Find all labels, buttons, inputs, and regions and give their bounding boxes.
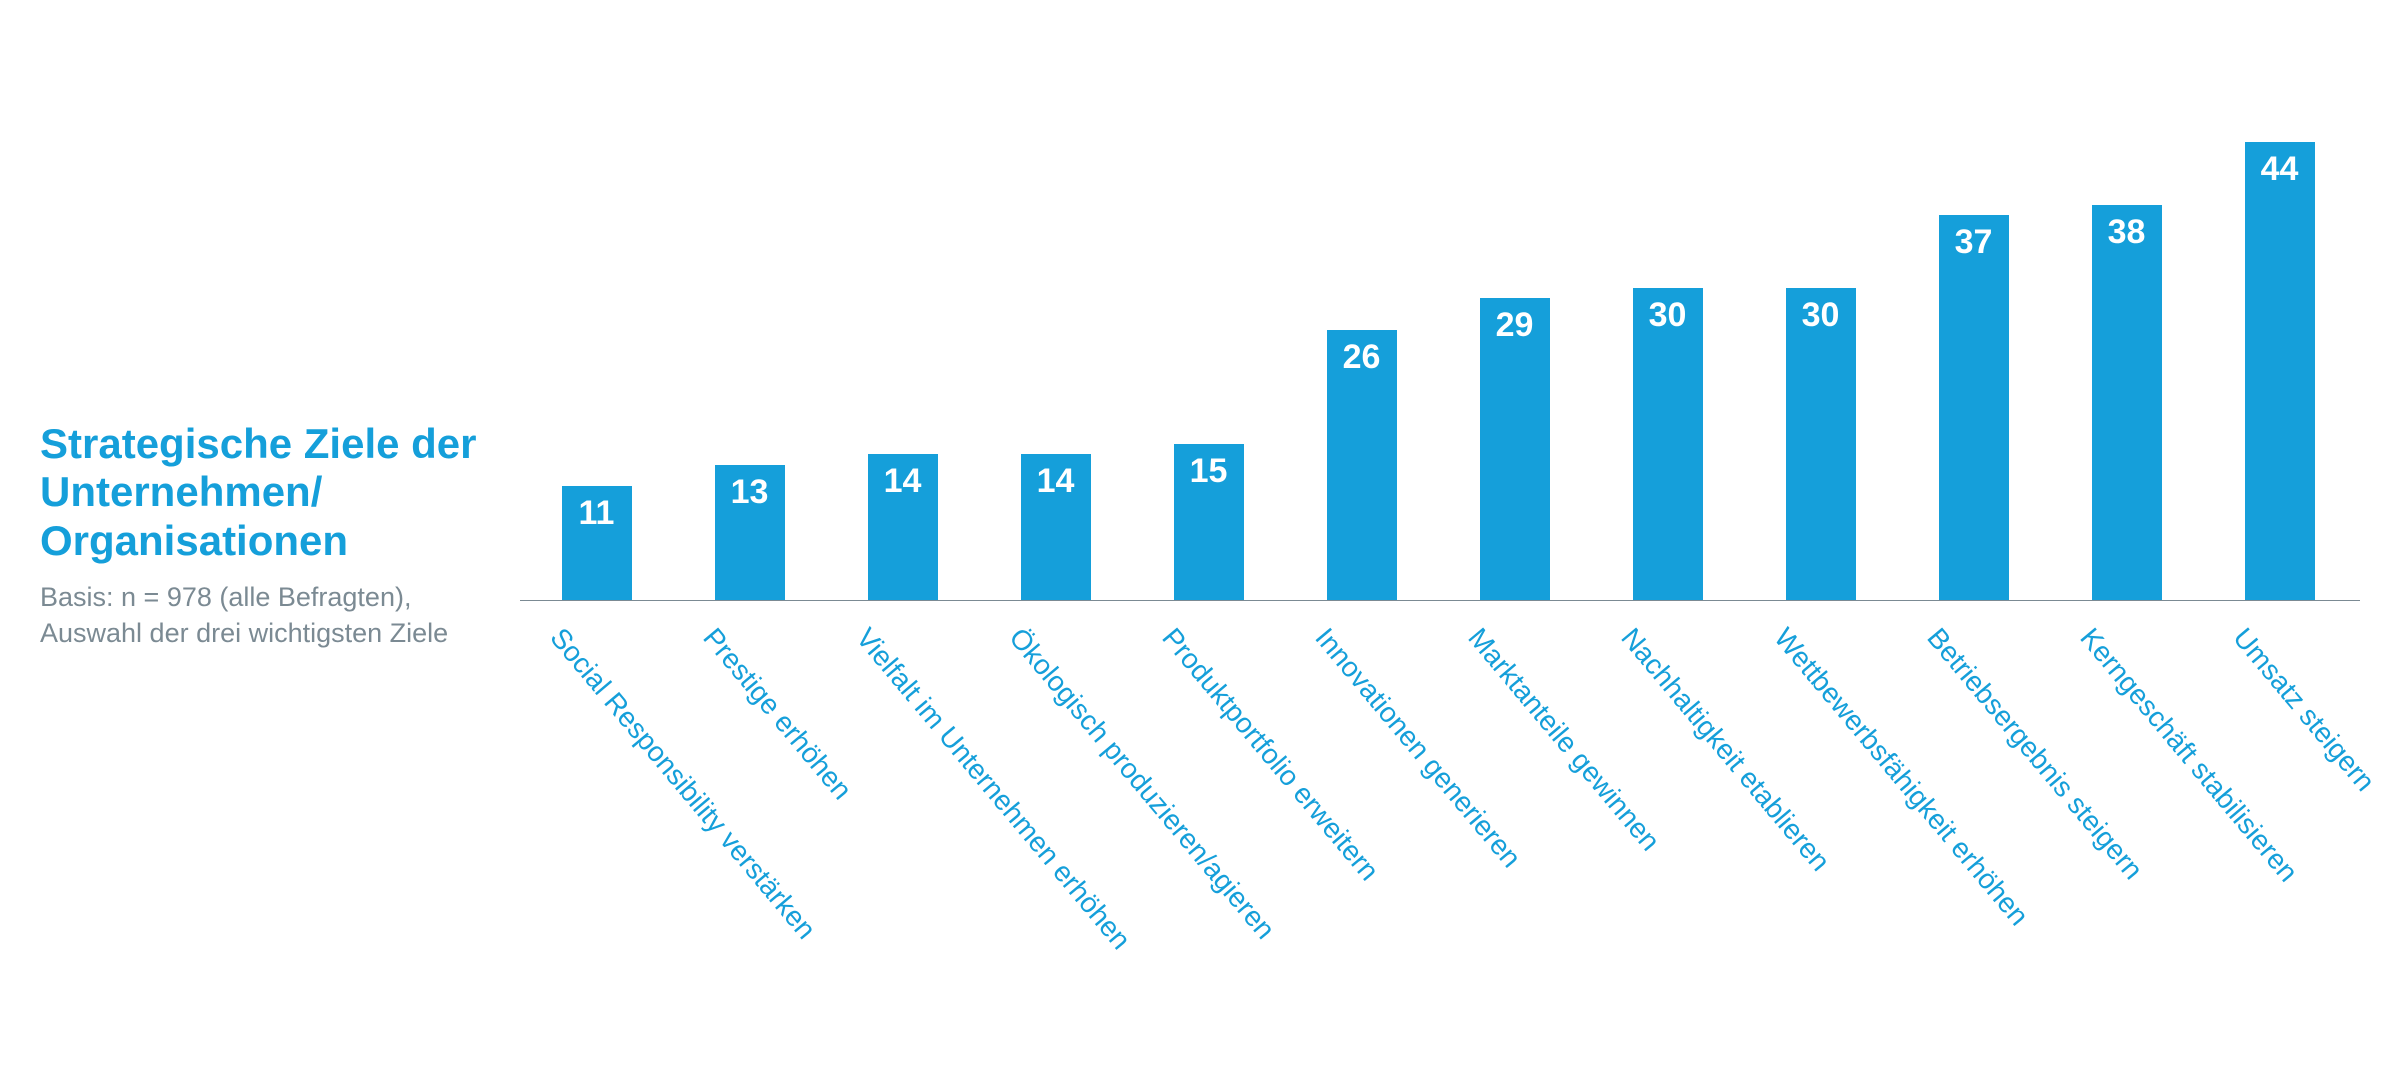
bar-value: 37	[1955, 223, 1993, 262]
bar-slot: 30Nachhaltigkeit etablieren	[1591, 288, 1744, 600]
bars-container: 11Social Responsibility verstärken13Pres…	[520, 70, 2360, 600]
bar-label: Umsatz steigern	[2226, 622, 2381, 798]
bar: 15	[1174, 444, 1244, 600]
bar-slot: 26Innovationen generieren	[1285, 330, 1438, 600]
bar-slot: 44Umsatz steigern	[2203, 142, 2356, 600]
bar-label: Vielfalt im Unternehmen erhöhen	[849, 622, 1136, 956]
bar: 13	[715, 465, 785, 600]
chart-title: Strategische Ziele der Unternehmen/ Orga…	[40, 420, 480, 565]
bar-value: 30	[1802, 296, 1840, 335]
bar-value: 15	[1190, 452, 1228, 491]
bar-slot: 30Wettbewerbsfähigkeit erhöhen	[1744, 288, 1897, 600]
bar-value: 11	[579, 494, 615, 533]
title-block: Strategische Ziele der Unternehmen/ Orga…	[40, 420, 480, 652]
canvas: Strategische Ziele der Unternehmen/ Orga…	[0, 0, 2392, 1084]
bar: 30	[1633, 288, 1703, 600]
bar: 37	[1939, 215, 2009, 600]
bar-value: 14	[884, 462, 922, 501]
bar-slot: 14Vielfalt im Unternehmen erhöhen	[826, 454, 979, 600]
bar: 44	[2245, 142, 2315, 600]
bar-slot: 11Social Responsibility verstärken	[520, 486, 673, 600]
bar-slot: 13Prestige erhöhen	[673, 465, 826, 600]
bar-value: 38	[2108, 213, 2146, 252]
bar: 38	[2092, 205, 2162, 600]
bar-slot: 15Produktportfolio erweitern	[1132, 444, 1285, 600]
bar-label: Prestige erhöhen	[696, 622, 858, 806]
bar-chart: 11Social Responsibility verstärken13Pres…	[520, 70, 2360, 600]
bar-slot: 14Ökologisch produzieren/agieren	[979, 454, 1132, 600]
bar-value: 13	[731, 473, 769, 512]
bar: 11	[562, 486, 632, 600]
bar-label: Social Responsibility verstärken	[543, 622, 822, 945]
bar: 14	[1021, 454, 1091, 600]
bar: 14	[868, 454, 938, 600]
bar-value: 30	[1649, 296, 1687, 335]
bar-value: 29	[1496, 306, 1534, 345]
bar-slot: 38Kerngeschäft stabilisieren	[2050, 205, 2203, 600]
bar: 30	[1786, 288, 1856, 600]
bar-label: Wettbewerbsfähigkeit erhöhen	[1767, 622, 2034, 932]
bar-slot: 29Marktanteile gewinnen	[1438, 298, 1591, 600]
bar: 29	[1480, 298, 1550, 600]
bar-value: 26	[1343, 338, 1381, 377]
bar-value: 44	[2261, 150, 2299, 189]
bar: 26	[1327, 330, 1397, 600]
bar-label: Ökologisch produzieren/agieren	[1002, 622, 1281, 945]
x-axis-baseline	[520, 600, 2360, 601]
chart-subtitle: Basis: n = 978 (alle Befragten), Auswahl…	[40, 579, 480, 652]
bar-slot: 37Betriebsergebnis steigern	[1897, 215, 2050, 600]
bar-value: 14	[1037, 462, 1075, 501]
